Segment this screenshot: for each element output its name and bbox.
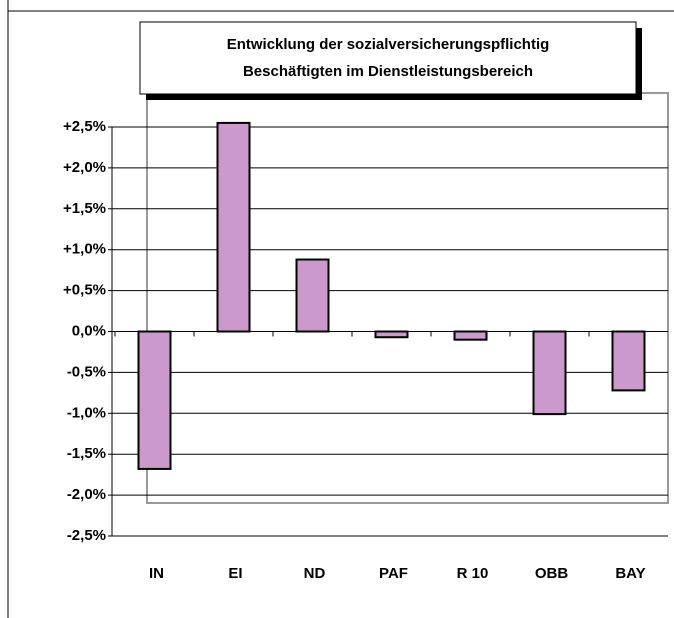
x-tick-label: EI (228, 565, 242, 582)
x-tick-label: BAY (615, 565, 645, 582)
bar (295, 258, 330, 333)
y-tick-label: +1,5% (63, 200, 106, 217)
bar (216, 121, 251, 333)
x-tick-label: ND (304, 565, 326, 582)
chart-title: Entwicklung der sozialversicherungspflic… (227, 36, 550, 80)
bar (374, 330, 409, 339)
x-tick-label: PAF (379, 565, 408, 582)
y-tick-label: +0,5% (63, 282, 106, 299)
title-box (139, 21, 637, 95)
y-tick-label: -2,0% (67, 486, 106, 503)
x-tick-label: R 10 (457, 565, 489, 582)
plot-area: -2,5% -2,0% -1,5% -1,0% -0,5% 0,0% +0,5% +1,0% +… (63, 118, 668, 582)
y-tick-label: +2,0% (63, 159, 106, 176)
y-tick-label: +2,5% (63, 118, 106, 135)
x-tick-label: OBB (535, 565, 569, 582)
y-tick-label: -0,5% (67, 363, 106, 380)
bar (611, 330, 646, 392)
y-tick-label: -2,5% (67, 527, 106, 544)
y-tick-label: -1,0% (67, 404, 106, 421)
y-tick-label: +1,0% (63, 241, 106, 258)
bar (137, 330, 172, 470)
y-tick-label: 0,0% (72, 322, 106, 339)
bar (532, 330, 567, 416)
x-tick-label: IN (149, 565, 164, 582)
bar (453, 330, 488, 341)
y-tick-label: -1,5% (67, 445, 106, 462)
